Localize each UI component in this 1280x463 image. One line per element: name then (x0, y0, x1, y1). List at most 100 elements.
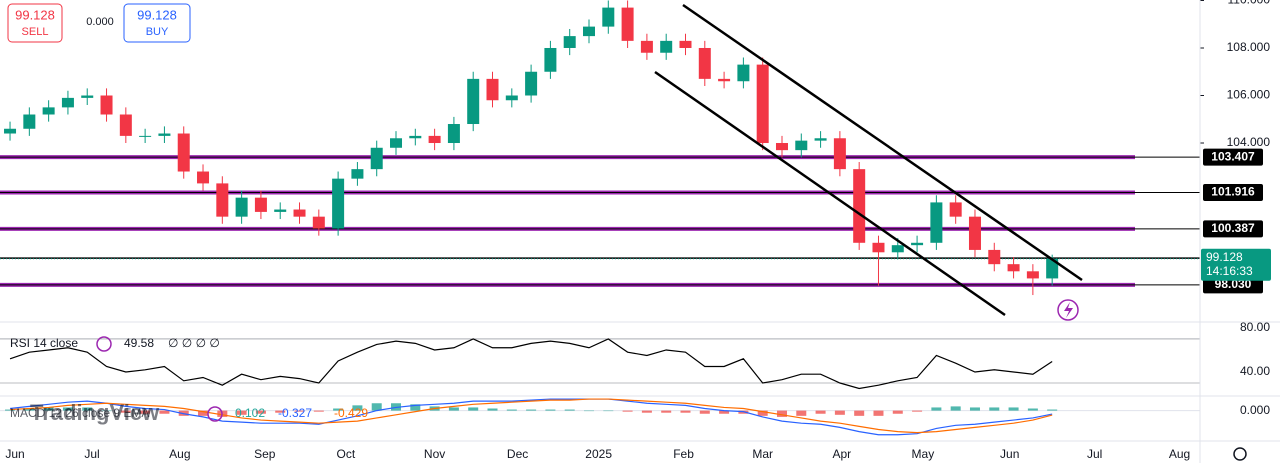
rsi-settings-icon[interactable] (96, 336, 112, 352)
macd-hist-bar (120, 410, 131, 413)
candle-body (467, 78, 480, 125)
y-tick-label: 110.000 (1228, 0, 1271, 7)
macd-hist-bar (583, 410, 594, 412)
buy-button[interactable] (123, 3, 191, 43)
channel-line (654, 70, 1006, 317)
x-tick-label: Jun (1000, 447, 1019, 461)
macd-hist-bar (410, 404, 421, 411)
macd-hist-bar (931, 407, 942, 411)
macd-hist-bar (487, 408, 498, 411)
macd-hist-bar (5, 409, 16, 411)
candle-body (988, 249, 1001, 265)
candle-body (756, 64, 769, 144)
macd-line (9, 398, 1053, 436)
x-tick-label: Dec (507, 447, 528, 461)
macd-hist-bar (912, 410, 923, 412)
macd-hist-bar (43, 407, 54, 411)
last-price-label: 99.128 (1206, 250, 1243, 264)
macd-hist-bar (796, 410, 807, 416)
x-tick-label: Oct (336, 447, 355, 461)
candle-body (602, 7, 615, 27)
level-label: 100.387 (1211, 221, 1255, 235)
macd-hist-bar (757, 410, 768, 416)
sell-button[interactable] (7, 3, 63, 43)
candle-body (718, 78, 731, 82)
macd-hist-bar (622, 410, 633, 412)
level-label-box (1203, 220, 1263, 238)
level-label: 101.916 (1211, 185, 1255, 199)
channel-line (682, 3, 1083, 282)
candle-body (4, 128, 17, 134)
x-tick-label: Sep (254, 447, 276, 461)
x-tick-label: Aug (1169, 447, 1190, 461)
y-tick-label: 104.000 (1227, 135, 1271, 149)
rsi-tick-label: 40.00 (1240, 364, 1270, 378)
macd-title: MACD 12 26 close 9 EMA (10, 406, 149, 420)
macd-hist-bar (140, 410, 151, 414)
macd-hist-bar (506, 409, 517, 411)
candle-body (61, 97, 74, 108)
macd-hist-bar (873, 410, 884, 416)
macd-hist-bar (641, 410, 652, 413)
candle-body (795, 140, 808, 151)
macd-value: -0.327 (278, 406, 312, 420)
candle-body (486, 78, 499, 101)
candle-body (911, 242, 924, 246)
macd-hist-bar (352, 405, 363, 411)
level-label-box (1203, 184, 1263, 202)
macd-hist-bar (159, 410, 170, 414)
x-tick-label: Jul (1087, 447, 1102, 461)
candle-body (235, 197, 248, 217)
spread: 0.000 (86, 16, 114, 28)
rsi-value: 49.58 (124, 336, 154, 350)
candle-body (737, 64, 750, 82)
macd-hist-bar (815, 410, 826, 414)
rsi-title: RSI 14 close (10, 336, 78, 350)
candle-body (119, 114, 132, 136)
macd-hist-bar (1047, 409, 1058, 411)
candle-body (833, 138, 846, 170)
candle-body (409, 135, 422, 139)
level-label-box (1203, 148, 1263, 166)
macd-hist-bar (719, 410, 730, 414)
candle-body (949, 202, 962, 217)
macd-hist-bar (564, 409, 575, 411)
candle-body (621, 7, 634, 41)
macd-tick-label: 0.000 (1240, 403, 1270, 417)
candle-body (679, 40, 692, 48)
macd-hist-bar (313, 410, 324, 412)
candle-body (158, 133, 171, 136)
macd-hist-value: 0.102 (235, 406, 265, 420)
y-tick-label: 106.000 (1227, 88, 1271, 102)
sell-label: SELL (22, 26, 49, 38)
macd-hist-bar (834, 410, 845, 415)
candle-body (525, 71, 538, 96)
settings-icon[interactable] (1233, 447, 1247, 461)
candle-body (428, 135, 441, 144)
candle-body (447, 124, 460, 144)
x-tick-label: Aug (169, 447, 190, 461)
candle-body (23, 114, 36, 129)
macd-hist-bar (255, 410, 266, 414)
rsi-line (9, 338, 1053, 390)
macd-hist-bar (448, 407, 459, 411)
candle-body (42, 107, 55, 115)
macd-hist-bar (1008, 407, 1019, 411)
macd-hist-bar (236, 410, 247, 415)
x-tick-label: Feb (673, 447, 694, 461)
macd-hist-bar (699, 410, 710, 414)
candle-body (544, 47, 557, 72)
macd-hist-bar (198, 410, 209, 416)
level-label: 103.407 (1211, 149, 1255, 163)
candle-body (582, 26, 595, 37)
candle-body (814, 138, 827, 141)
candle-body (775, 143, 788, 151)
macd-hist-bar (275, 410, 286, 413)
macd-settings-icon[interactable] (207, 406, 223, 422)
candle-body (197, 171, 210, 184)
candle-body (351, 169, 364, 179)
macd-hist-bar (82, 407, 93, 411)
macd-hist-bar (969, 407, 980, 411)
candle-body (853, 169, 866, 243)
macd-hist-bar (989, 407, 1000, 411)
